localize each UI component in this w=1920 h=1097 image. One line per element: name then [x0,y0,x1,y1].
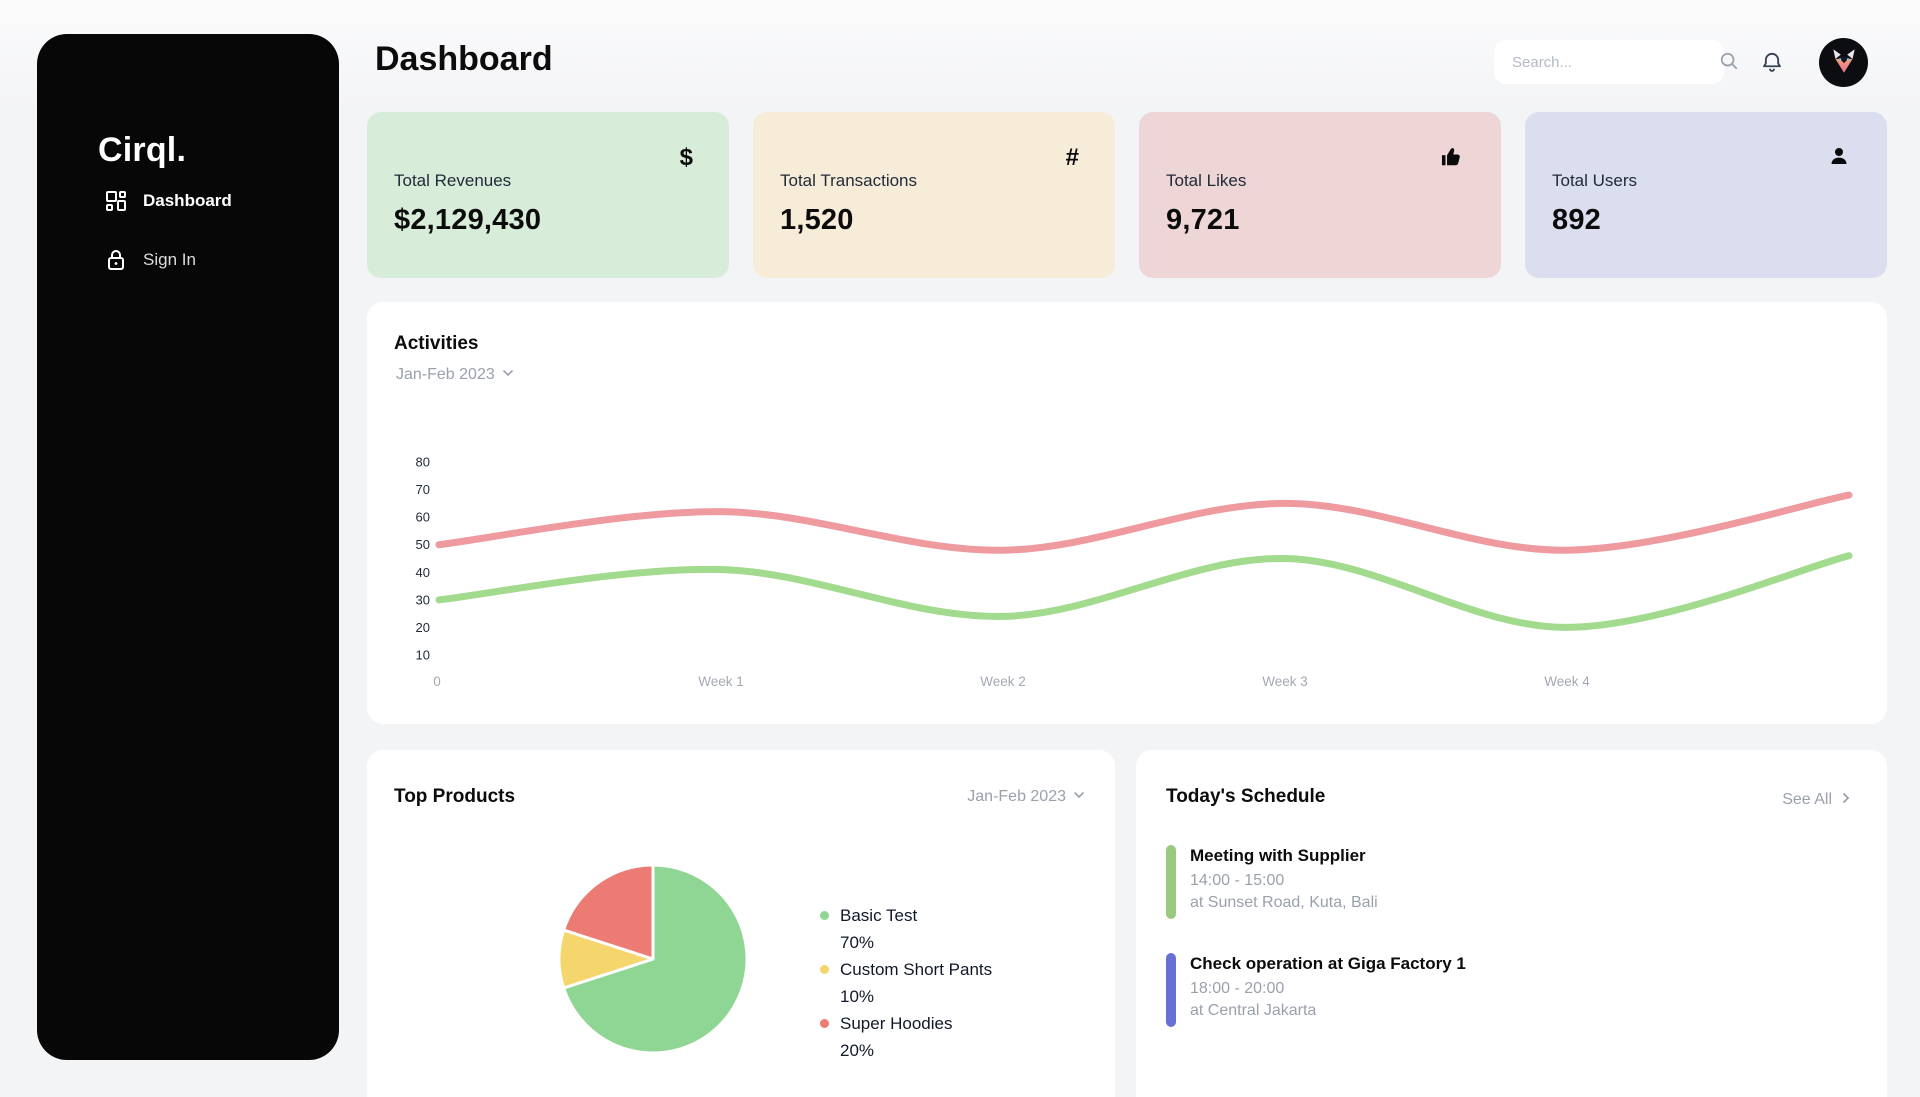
chevron-right-icon [1840,791,1852,809]
activities-line-chart: 10 20 30 40 50 60 70 80 0 Week 1 Week 2 Week 3 Week … [416,455,1853,689]
svg-text:20: 20 [416,620,430,635]
dashboard-grid-icon [104,189,128,213]
activities-title: Activities [394,333,479,354]
top-products-panel: Top Products Jan-Feb 2023 Basic Test 70%… [367,750,1115,1097]
period-label: Jan-Feb 2023 [967,788,1066,805]
sidebar-item-label: Dashboard [143,191,232,210]
search-icon [1719,51,1739,74]
pie-legend: Basic Test 70% Custom Short Pants 10% Su… [820,902,992,1064]
search-box [1494,40,1738,84]
svg-text:60: 60 [416,510,430,525]
chevron-down-icon [1073,788,1085,806]
lock-icon [104,248,128,272]
svg-text:Week 4: Week 4 [1544,674,1590,689]
user-avatar[interactable] [1819,38,1868,87]
stat-card-total-users: Total Users 892 [1525,112,1887,278]
search-button[interactable] [1719,51,1753,74]
hash-icon: # [1065,144,1079,171]
stat-label: Total Transactions [780,171,918,190]
sidebar-item-label: Sign In [143,250,196,269]
svg-text:0: 0 [433,674,441,689]
stat-value: 892 [1552,204,1601,236]
legend-label: Custom Short Pants [840,960,993,979]
svg-text:Week 3: Week 3 [1262,674,1308,689]
top-products-period-dropdown[interactable]: Jan-Feb 2023 [967,788,1085,806]
legend-percent: 20% [840,1041,875,1060]
sidebar-item-dashboard[interactable]: Dashboard [104,184,232,218]
user-icon [1827,144,1851,168]
legend-item-custom-short-pants: Custom Short Pants 10% [820,956,992,1010]
top-products-pie-chart [557,863,749,1055]
stat-label: Total Likes [1166,171,1247,190]
stat-value: $2,129,430 [394,204,542,236]
schedule-item-time: 14:00 - 15:00 [1190,872,1285,889]
svg-text:Week 2: Week 2 [980,674,1026,689]
see-all-label: See All [1782,791,1832,808]
chevron-down-icon [502,366,514,384]
schedule-item-title: Meeting with Supplier [1190,846,1366,865]
svg-text:50: 50 [416,537,430,552]
schedule-item-location: at Central Jakarta [1190,1002,1317,1019]
legend-percent: 10% [840,987,875,1006]
schedule-item-title: Check operation at Giga Factory 1 [1190,954,1466,973]
svg-text:80: 80 [416,455,430,470]
svg-text:30: 30 [416,592,430,607]
legend-item-basic-test: Basic Test 70% [820,902,992,956]
schedule-item-time: 18:00 - 20:00 [1190,980,1285,997]
legend-dot-red [820,1019,829,1028]
stat-value: 1,520 [780,204,854,236]
schedule-item-check-operation[interactable]: Check operation at Giga Factory 1 18:00 … [1166,952,1466,1027]
top-products-title: Top Products [394,786,516,807]
legend-dot-green [820,911,829,920]
page-title: Dashboard [375,40,553,78]
see-all-link[interactable]: See All [1782,791,1852,809]
svg-text:40: 40 [416,565,430,580]
stat-label: Total Revenues [394,171,512,190]
legend-label: Basic Test [840,906,918,925]
activities-panel: Activities Jan-Feb 2023 10 20 30 40 50 60 70 80… [367,302,1887,724]
sidebar-item-sign-in[interactable]: Sign In [104,243,196,277]
search-input[interactable] [1494,53,1719,71]
svg-text:10: 10 [416,648,430,663]
thumbs-up-icon [1439,144,1465,170]
svg-text:70: 70 [416,482,430,497]
upper-red-line [435,491,1853,554]
legend-label: Super Hoodies [840,1014,953,1033]
legend-item-super-hoodies: Super Hoodies 20% [820,1010,992,1064]
lower-green-line [435,552,1853,631]
stat-card-total-transactions: # Total Transactions 1,520 [753,112,1115,278]
legend-percent: 70% [840,933,875,952]
sidebar: Cirql. Dashboard Sign In [37,34,339,1060]
avatar-fox-logo [1829,46,1859,79]
bell-icon [1759,50,1785,79]
notifications-button[interactable] [1752,44,1792,84]
legend-dot-yellow [820,965,829,974]
schedule-accent-bar [1166,953,1176,1027]
schedule-accent-bar [1166,845,1176,919]
pie-slice-basic-test [562,863,749,1055]
activities-period-dropdown[interactable]: Jan-Feb 2023 [396,366,514,384]
pie-slice-super-hoodies [562,863,655,961]
schedule-item-meeting-with-supplier[interactable]: Meeting with Supplier 14:00 - 15:00 at S… [1166,844,1378,919]
svg-text:Week 1: Week 1 [698,674,744,689]
stat-label: Total Users [1552,171,1638,190]
stat-card-total-revenues: $ Total Revenues $2,129,430 [367,112,729,278]
period-label: Jan-Feb 2023 [396,366,495,383]
stat-value: 9,721 [1166,204,1240,236]
schedule-item-location: at Sunset Road, Kuta, Bali [1190,894,1378,911]
dollar-icon: $ [679,144,693,171]
schedule-panel: Today's Schedule See All Meeting with Su… [1136,750,1887,1097]
brand-logo: Cirql. [98,131,187,169]
schedule-title: Today's Schedule [1166,786,1326,807]
stat-card-total-likes: Total Likes 9,721 [1139,112,1501,278]
